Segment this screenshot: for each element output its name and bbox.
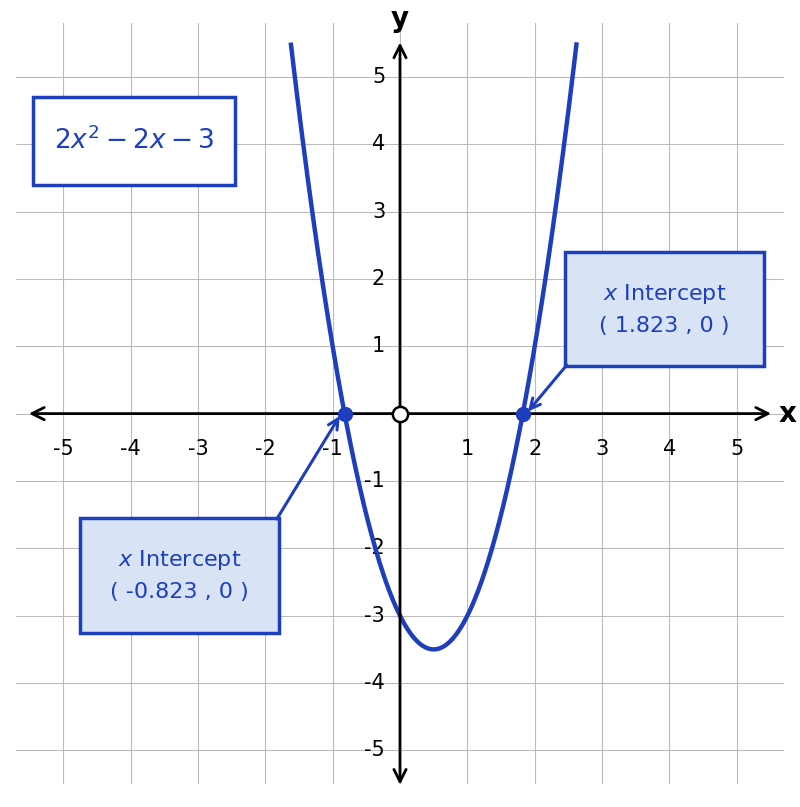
Text: -2: -2 (255, 439, 276, 459)
Text: $2x^2 - 2x - 3$: $2x^2 - 2x - 3$ (54, 127, 214, 155)
Text: -1: -1 (365, 471, 385, 491)
Text: -1: -1 (322, 439, 343, 459)
Text: $x$ Intercept
( -0.823 , 0 ): $x$ Intercept ( -0.823 , 0 ) (110, 549, 249, 602)
Text: 2: 2 (528, 439, 542, 459)
Text: $x$ Intercept
( 1.823 , 0 ): $x$ Intercept ( 1.823 , 0 ) (599, 282, 730, 336)
Text: 1: 1 (461, 439, 474, 459)
Text: 4: 4 (372, 134, 385, 154)
Text: 5: 5 (730, 439, 743, 459)
FancyBboxPatch shape (33, 97, 235, 185)
Text: 5: 5 (372, 67, 385, 87)
Text: x: x (778, 399, 797, 428)
Text: -5: -5 (365, 741, 385, 760)
FancyBboxPatch shape (80, 518, 278, 633)
FancyBboxPatch shape (565, 252, 764, 366)
Text: -5: -5 (53, 439, 74, 459)
Text: -4: -4 (365, 673, 385, 693)
Text: -4: -4 (120, 439, 141, 459)
Text: -3: -3 (365, 606, 385, 625)
Text: -3: -3 (187, 439, 208, 459)
Text: 2: 2 (372, 269, 385, 289)
Text: 4: 4 (663, 439, 676, 459)
Text: 3: 3 (595, 439, 609, 459)
Text: y: y (391, 5, 409, 33)
Text: 1: 1 (372, 337, 385, 356)
Text: 3: 3 (372, 202, 385, 221)
Text: -2: -2 (365, 538, 385, 558)
